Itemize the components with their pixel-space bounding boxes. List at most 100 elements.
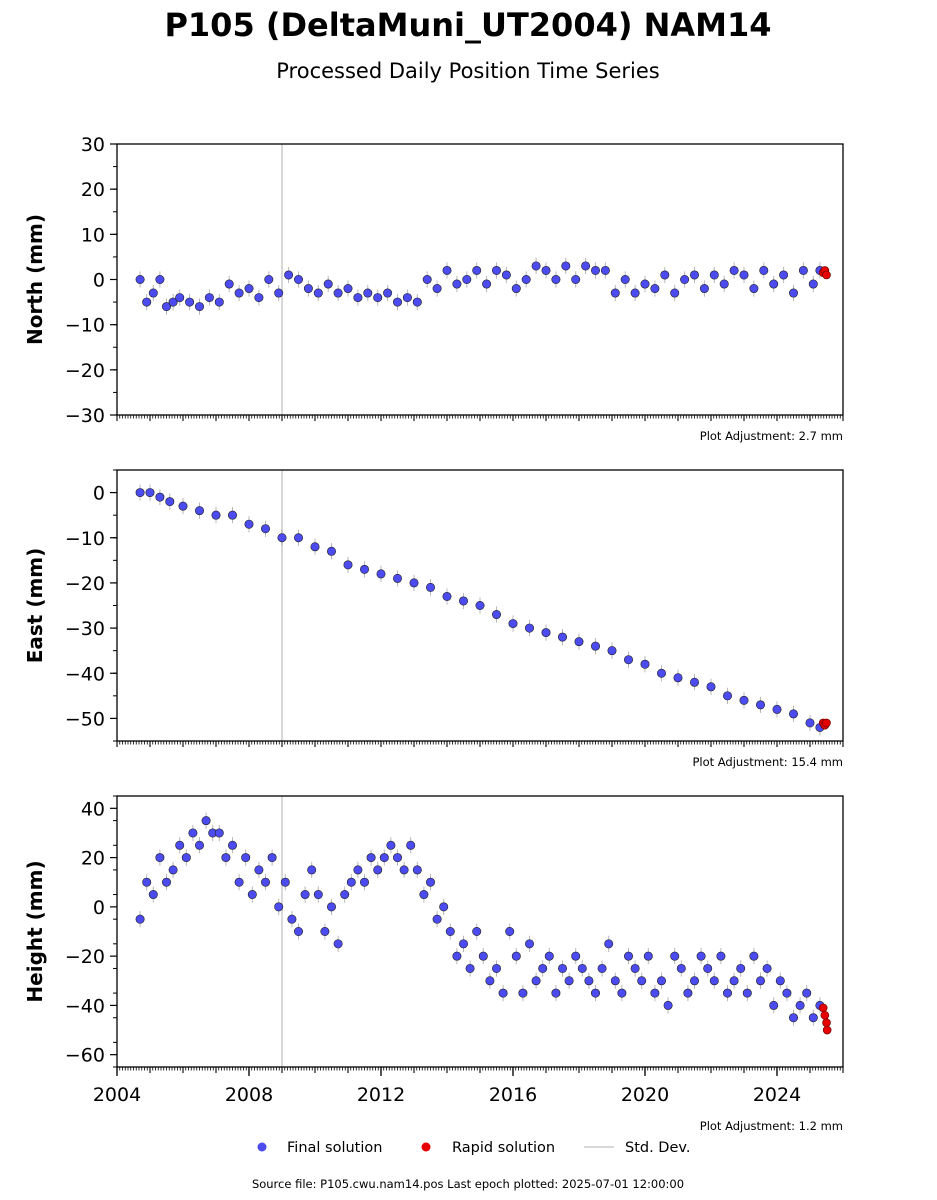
north-final-point: [511, 284, 521, 294]
height-ytick-label: 20: [81, 848, 105, 870]
height-ytick-label: −60: [65, 1045, 105, 1067]
height-final-point: [241, 853, 251, 863]
north-final-point: [581, 261, 591, 271]
height-final-point: [769, 1000, 779, 1010]
height-final-point: [168, 865, 178, 875]
east-ytick-label: 0: [93, 483, 105, 505]
height-rapid-point: [822, 1018, 831, 1027]
height-final-point: [221, 853, 231, 863]
north-final-point: [204, 293, 214, 303]
height-final-point: [392, 853, 402, 863]
height-final-point: [274, 902, 284, 912]
east-ytick-label: −10: [65, 528, 105, 550]
height-final-point: [359, 877, 369, 887]
east-final-point: [722, 691, 732, 701]
east-final-point: [805, 718, 815, 728]
north-final-point: [402, 293, 412, 303]
north-final-point: [571, 274, 581, 284]
east-final-point: [277, 533, 287, 543]
east-final-point: [195, 506, 205, 516]
legend-std-label: Std. Dev.: [625, 1140, 690, 1156]
height-plot-adjustment: Plot Adjustment: 1.2 mm: [700, 1119, 843, 1133]
height-final-point: [775, 976, 785, 986]
north-final-point: [798, 265, 808, 275]
north-final-point: [373, 293, 383, 303]
north-final-point: [224, 279, 234, 289]
height-final-point: [432, 914, 442, 924]
height-final-point: [399, 865, 409, 875]
height-xtick-label: 2012: [357, 1084, 405, 1106]
height-final-point: [340, 890, 350, 900]
height-final-point: [181, 853, 191, 863]
north-ytick-label: −30: [65, 405, 105, 427]
north-final-point: [482, 279, 492, 289]
north-final-point: [432, 284, 442, 294]
east-final-point: [788, 709, 798, 719]
north-final-point: [719, 279, 729, 289]
east-final-point: [310, 542, 320, 552]
legend-rapid-label: Rapid solution: [452, 1140, 555, 1156]
height-final-point: [498, 988, 508, 998]
height-ylabel: Height (mm): [23, 860, 47, 1002]
height-final-point: [755, 976, 765, 986]
north-final-point: [729, 265, 739, 275]
height-final-point: [544, 951, 554, 961]
east-final-point: [155, 492, 165, 502]
north-final-point: [412, 297, 422, 307]
height-final-point: [386, 840, 396, 850]
north-final-point: [808, 279, 818, 289]
north-final-point: [650, 284, 660, 294]
height-final-point: [584, 976, 594, 986]
height-final-point: [228, 840, 238, 850]
legend-rapid-marker: [421, 1142, 431, 1152]
height-final-point: [802, 988, 812, 998]
north-final-point: [491, 265, 501, 275]
north-final-point: [343, 284, 353, 294]
north-final-point: [195, 302, 205, 312]
north-final-point: [185, 297, 195, 307]
height-final-point: [293, 926, 303, 936]
east-final-point: [359, 564, 369, 574]
height-final-point: [445, 926, 455, 936]
height-final-point: [610, 976, 620, 986]
legend-final-marker: [257, 1142, 267, 1152]
height-final-point: [307, 865, 317, 875]
height-final-point: [148, 890, 158, 900]
north-final-point: [284, 270, 294, 280]
height-final-point: [287, 914, 297, 924]
height-final-point: [518, 988, 528, 998]
north-panel: 30 20 10 0 −10 −20 −30 North (mm): [23, 134, 844, 427]
north-final-point: [472, 265, 482, 275]
east-ylabel: East (mm): [23, 548, 47, 664]
height-final-point: [524, 939, 534, 949]
height-final-point: [689, 976, 699, 986]
height-final-point: [162, 877, 172, 887]
height-final-point: [788, 1013, 798, 1023]
height-final-point: [320, 926, 330, 936]
east-final-point: [442, 591, 452, 601]
height-final-point: [247, 890, 257, 900]
height-final-point: [188, 828, 198, 838]
height-final-point: [597, 963, 607, 973]
height-final-point: [716, 951, 726, 961]
north-final-point: [363, 288, 373, 298]
height-final-point: [557, 963, 567, 973]
height-final-point: [155, 853, 165, 863]
height-final-point: [782, 988, 792, 998]
east-final-point: [656, 668, 666, 678]
height-xtick-label: 2016: [489, 1084, 537, 1106]
height-final-point: [260, 877, 270, 887]
north-final-point: [660, 270, 670, 280]
height-final-point: [590, 988, 600, 998]
north-final-point: [264, 274, 274, 284]
height-final-point: [313, 890, 323, 900]
chart-title: P105 (DeltaMuni_UT2004) NAM14: [164, 6, 771, 44]
north-final-point: [214, 297, 224, 307]
north-final-point: [561, 261, 571, 271]
east-final-point: [772, 704, 782, 714]
height-final-point: [742, 988, 752, 998]
height-final-point: [670, 951, 680, 961]
north-final-point: [148, 288, 158, 298]
east-final-point: [392, 573, 402, 583]
